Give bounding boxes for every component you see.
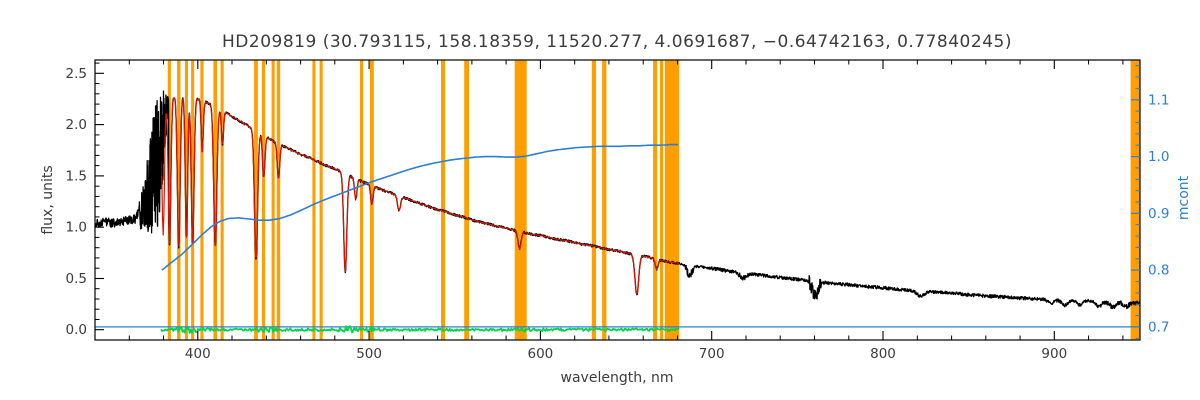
mask-band	[1130, 60, 1140, 340]
y-axis-label-mcont: mcont	[1176, 175, 1192, 220]
y-right-tick-label: 1.0	[1148, 149, 1169, 165]
residual-line	[160, 325, 679, 334]
chart-title: HD209819 (30.793115, 158.18359, 11520.27…	[222, 32, 1012, 52]
y-right-tick-label: 1.1	[1148, 92, 1169, 108]
series-layer	[95, 90, 1140, 334]
mask-band	[660, 60, 664, 340]
mask-band	[276, 60, 281, 340]
mask-band	[591, 60, 597, 340]
plot-frame	[94, 59, 1141, 341]
x-tick-label: 700	[699, 346, 725, 362]
mask-band	[464, 60, 469, 340]
mask-band	[184, 60, 188, 340]
y-left-tick-label: 2.5	[66, 66, 87, 82]
mask-band	[319, 60, 323, 340]
mask-band	[312, 60, 316, 340]
x-tick-label: 400	[185, 346, 211, 362]
mask-band	[191, 60, 195, 340]
y-axis-label-flux: flux, units	[40, 165, 56, 234]
observed-spectrum-line	[95, 90, 1140, 310]
x-tick-label: 900	[1041, 346, 1067, 362]
mask-band	[177, 60, 181, 340]
y-left-tick-label: 1.0	[66, 220, 87, 236]
mask-band	[664, 60, 680, 340]
mask-band	[220, 60, 224, 340]
x-axis-label: wavelength, nm	[561, 370, 674, 386]
mask-band	[514, 60, 527, 340]
mask-band	[271, 60, 275, 340]
y-left-tick-label: 0.5	[66, 271, 87, 287]
y-left-tick-label: 1.5	[66, 168, 87, 184]
x-tick-label: 600	[528, 346, 554, 362]
y-right-tick-label: 0.9	[1148, 206, 1169, 222]
mask-band	[653, 60, 658, 340]
y-left-tick-label: 0.0	[66, 322, 87, 338]
y-right-tick-label: 0.8	[1148, 263, 1169, 279]
axes-layer: 400 500 600 700 800 900 0.0 0.5 1.0 1.5 2.0 2.5 0.7 0…	[66, 59, 1169, 362]
mcont-line	[161, 143, 679, 271]
mask-band	[602, 60, 607, 340]
mask-band	[254, 60, 258, 340]
mask-band	[213, 60, 218, 340]
y-right-tick-label: 0.7	[1148, 319, 1169, 335]
x-tick-label: 500	[356, 346, 382, 362]
fit-line	[161, 96, 680, 295]
mask-band	[200, 60, 204, 340]
mask-band	[370, 60, 374, 340]
x-tick-label: 800	[870, 346, 896, 362]
mask-bands-layer	[167, 60, 1140, 340]
mask-band	[167, 60, 171, 340]
mask-band	[262, 60, 266, 340]
mask-band	[441, 60, 446, 340]
y-left-tick-label: 2.0	[66, 117, 87, 133]
mask-band	[360, 60, 364, 340]
